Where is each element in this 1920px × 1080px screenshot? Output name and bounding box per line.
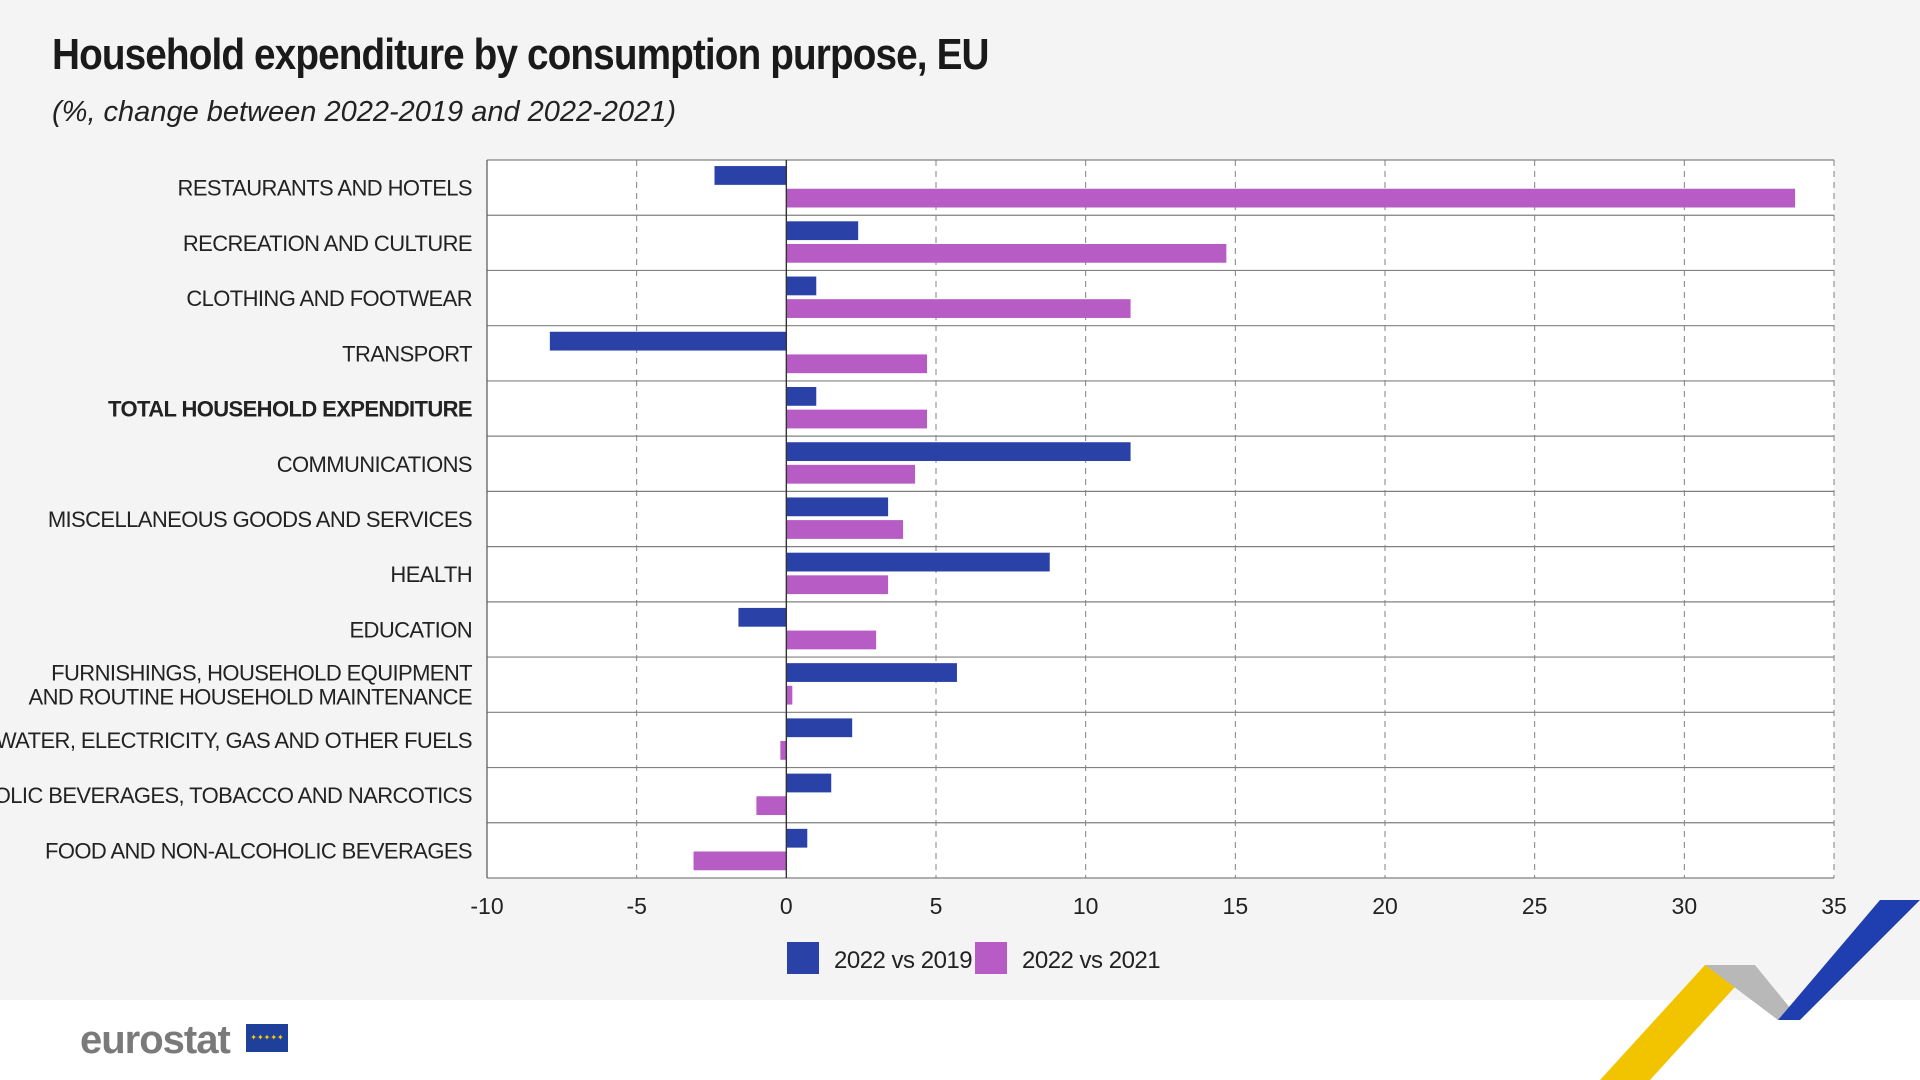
plot-area <box>487 160 1834 878</box>
bar-2022-vs-2019 <box>786 276 817 296</box>
category-label: MISCELLANEOUS GOODS AND SERVICES <box>48 507 472 532</box>
bar-2022-vs-2021 <box>786 685 793 705</box>
bar-2022-vs-2021 <box>780 741 787 760</box>
legend-2022-vs-2019-swatch <box>787 942 819 974</box>
bar-2022-vs-2019 <box>786 828 808 848</box>
bar-2022-vs-2019 <box>786 497 889 517</box>
category-label: EDUCATION <box>349 617 472 642</box>
category-label: ALCOHOLIC BEVERAGES, TOBACCO AND NARCOTI… <box>0 783 472 808</box>
bar-2022-vs-2021 <box>786 243 1227 263</box>
bar-2022-vs-2021 <box>756 796 787 816</box>
x-tick-label: 30 <box>1672 893 1698 919</box>
category-label: FOOD AND NON-ALCOHOLIC BEVERAGES <box>45 838 472 863</box>
x-tick-label: 25 <box>1522 893 1548 919</box>
bar-2022-vs-2019 <box>549 331 787 351</box>
x-tick-label: 10 <box>1073 893 1099 919</box>
legend-2022-vs-2019-label: 2022 vs 2019 <box>834 947 972 974</box>
bar-2022-vs-2019 <box>786 773 832 793</box>
category-label: HEALTH <box>390 562 472 587</box>
category-label: RECREATION AND CULTURE <box>183 231 472 256</box>
category-label: COMMUNICATIONS <box>277 452 472 477</box>
bar-2022-vs-2021 <box>786 520 904 539</box>
eurostat-ribbon-icon <box>1600 900 1920 1080</box>
eurostat-logo: eurostat <box>80 1018 231 1062</box>
x-tick-label: 15 <box>1223 893 1249 919</box>
bar-2022-vs-2021 <box>786 354 928 374</box>
bar-2022-vs-2021 <box>786 464 916 484</box>
x-tick-label: 35 <box>1821 893 1847 919</box>
category-label: TOTAL HOUSEHOLD EXPENDITURE <box>108 397 472 422</box>
chart-subtitle: (%, change between 2022-2019 and 2022-20… <box>52 96 676 128</box>
chart-title: Household expenditure by consumption pur… <box>52 30 989 79</box>
bar-2022-vs-2021 <box>786 299 1131 318</box>
bar-2022-vs-2019 <box>714 166 787 185</box>
bar-chart: RESTAURANTS AND HOTELS RECREATION AND CUL… <box>0 159 1847 974</box>
bar-2022-vs-2019 <box>786 386 817 406</box>
bar-2022-vs-2019 <box>786 718 853 738</box>
bar-2022-vs-2019 <box>786 221 859 241</box>
bar-2022-vs-2021 <box>693 851 787 871</box>
bar-2022-vs-2021 <box>786 575 889 595</box>
bar-2022-vs-2019 <box>786 552 1050 572</box>
category-label: AND ROUTINE HOUSEHOLD MAINTENANCE <box>29 685 472 710</box>
category-label: HOUSING, WATER, ELECTRICITY, GAS AND OTH… <box>0 728 472 753</box>
bar-2022-vs-2019 <box>738 607 787 627</box>
category-label: TRANSPORT <box>342 341 472 366</box>
bar-2022-vs-2019 <box>786 442 1131 462</box>
legend-2022-vs-2021-label: 2022 vs 2021 <box>1022 947 1160 974</box>
bar-2022-vs-2021 <box>786 409 928 429</box>
category-label: CLOTHING AND FOOTWEAR <box>186 286 472 311</box>
legend-2022-vs-2021-swatch <box>975 942 1007 974</box>
x-tick-label: -5 <box>626 893 646 919</box>
eu-flag-icon: ✦✦✦✦✦ <box>246 1024 288 1052</box>
bar-2022-vs-2021 <box>786 188 1796 208</box>
category-label: RESTAURANTS AND HOTELS <box>178 176 472 201</box>
footer <box>0 1000 1920 1080</box>
x-tick-label: 20 <box>1372 893 1398 919</box>
bar-2022-vs-2019 <box>786 663 957 682</box>
x-tick-label: 5 <box>930 893 943 919</box>
x-tick-label: 0 <box>780 893 793 919</box>
category-label: FURNISHINGS, HOUSEHOLD EQUIPMENT <box>51 661 472 686</box>
bar-2022-vs-2021 <box>786 630 877 650</box>
x-tick-label: -10 <box>470 893 503 919</box>
